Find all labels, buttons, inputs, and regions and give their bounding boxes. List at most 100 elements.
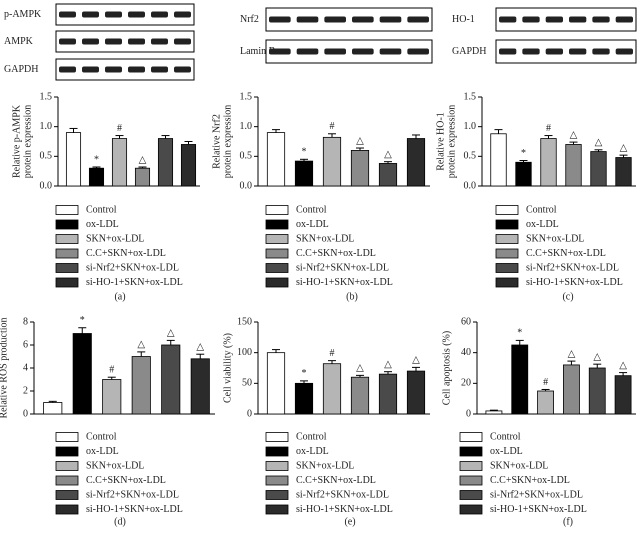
bar [322, 136, 342, 187]
significance-marker: △ [568, 348, 576, 359]
error-bar [619, 154, 628, 158]
y-tick-label: 0.0 [40, 180, 53, 191]
y-tick-label: 0.0 [240, 180, 253, 191]
legend-label: C.C+SKN+ox-LDL [86, 248, 166, 259]
legend-label: SKN+ox-LDL [86, 233, 144, 244]
y-tick-label: 40 [461, 347, 471, 358]
error-bar [272, 349, 280, 353]
legend-label: si-HO-1+SKN+ox-LDL [296, 504, 393, 515]
blot-band [545, 48, 563, 55]
error-bar [272, 129, 280, 133]
error-bar [567, 360, 576, 365]
legend-label: Control [86, 204, 117, 215]
bar [322, 363, 342, 415]
blot-band [352, 16, 374, 23]
blot-band [324, 48, 346, 55]
legend-swatch [495, 205, 519, 215]
y-axis-label: protein expression [222, 105, 233, 179]
blot-band [59, 11, 76, 18]
bar [406, 138, 426, 187]
legend-label: Control [526, 204, 557, 215]
blot-band [105, 11, 122, 18]
legend-label: SKN+ox-LDL [490, 460, 548, 471]
blot-band [269, 48, 291, 55]
error-bar [356, 147, 364, 151]
bar [72, 333, 92, 415]
error-bar [384, 371, 392, 375]
error-bar [412, 366, 420, 372]
bar [406, 370, 426, 415]
legend-swatch [265, 219, 289, 230]
y-tick-label: 0.5 [240, 151, 253, 162]
legend-swatch [55, 461, 79, 471]
significance-marker: △ [356, 363, 364, 374]
y-tick-label: 0 [247, 408, 252, 419]
blot-band [545, 16, 563, 23]
legend-swatch [265, 205, 289, 215]
significance-marker: △ [619, 360, 627, 371]
blot-label: Nrf2 [240, 14, 259, 25]
error-bar [196, 353, 205, 359]
legend-label: SKN+ox-LDL [296, 460, 354, 471]
bar [294, 382, 314, 415]
y-axis-label: Relative p-AMPK [11, 104, 22, 178]
legend-label: ox-LDL [296, 219, 329, 230]
y-tick-label: 20 [461, 378, 471, 389]
y-tick-label: 1.5 [240, 91, 253, 102]
blot-label: HO-1 [452, 14, 475, 25]
significance-marker: △ [384, 149, 392, 160]
legend-label: Control [296, 431, 327, 442]
legend-swatch [265, 234, 289, 244]
bar [378, 163, 398, 187]
error-bar [92, 166, 101, 169]
legend-label: si-Nrf2+SKN+ox-LDL [490, 489, 583, 500]
blot-frame [55, 3, 195, 26]
y-tick-label: 2 [23, 385, 28, 396]
legend-label: si-Nrf2+SKN+ox-LDL [526, 262, 619, 273]
error-bar [593, 363, 602, 368]
significance-marker: # [330, 121, 335, 132]
bar [378, 373, 398, 415]
blot-band [105, 66, 122, 73]
bar [614, 375, 632, 415]
bar [563, 364, 580, 415]
significance-marker: △ [620, 142, 628, 153]
panel-label: (b) [346, 291, 358, 302]
legend-label: si-HO-1+SKN+ox-LDL [86, 277, 183, 288]
y-tick-label: 60 [461, 316, 471, 327]
blot-frame [55, 58, 195, 81]
error-bar [184, 141, 193, 145]
blot-frame [55, 30, 195, 53]
blot-band [296, 16, 319, 23]
bar [511, 344, 529, 415]
blot-band [522, 48, 540, 55]
legend-swatch [55, 205, 79, 215]
error-bar [494, 129, 503, 134]
blot-band [522, 16, 540, 23]
significance-marker: △ [412, 355, 420, 366]
legend-label: SKN+ox-LDL [296, 233, 354, 244]
legend-label: C.C+SKN+ox-LDL [296, 248, 376, 259]
error-bar [356, 374, 364, 378]
error-bar [48, 400, 57, 403]
significance-marker: * [302, 368, 307, 379]
significance-marker: △ [595, 137, 603, 148]
significance-marker: * [302, 147, 307, 158]
y-tick-label: 100 [237, 347, 252, 358]
legend-label: SKN+ox-LDL [86, 460, 144, 471]
bar [537, 390, 554, 415]
blot-band [174, 66, 191, 73]
blot-band [296, 48, 319, 55]
blot-band [569, 16, 587, 23]
blot-band [499, 48, 517, 55]
legend-swatch [265, 446, 289, 457]
blot-band [269, 16, 291, 23]
legend-swatch [265, 277, 289, 288]
significance-marker: * [94, 154, 99, 165]
legend-label: C.C+SKN+ox-LDL [86, 475, 166, 486]
blot-band [615, 16, 633, 23]
error-bar [161, 135, 170, 139]
blot-band [324, 16, 346, 23]
significance-marker: △ [384, 359, 392, 370]
significance-marker: △ [139, 154, 147, 165]
